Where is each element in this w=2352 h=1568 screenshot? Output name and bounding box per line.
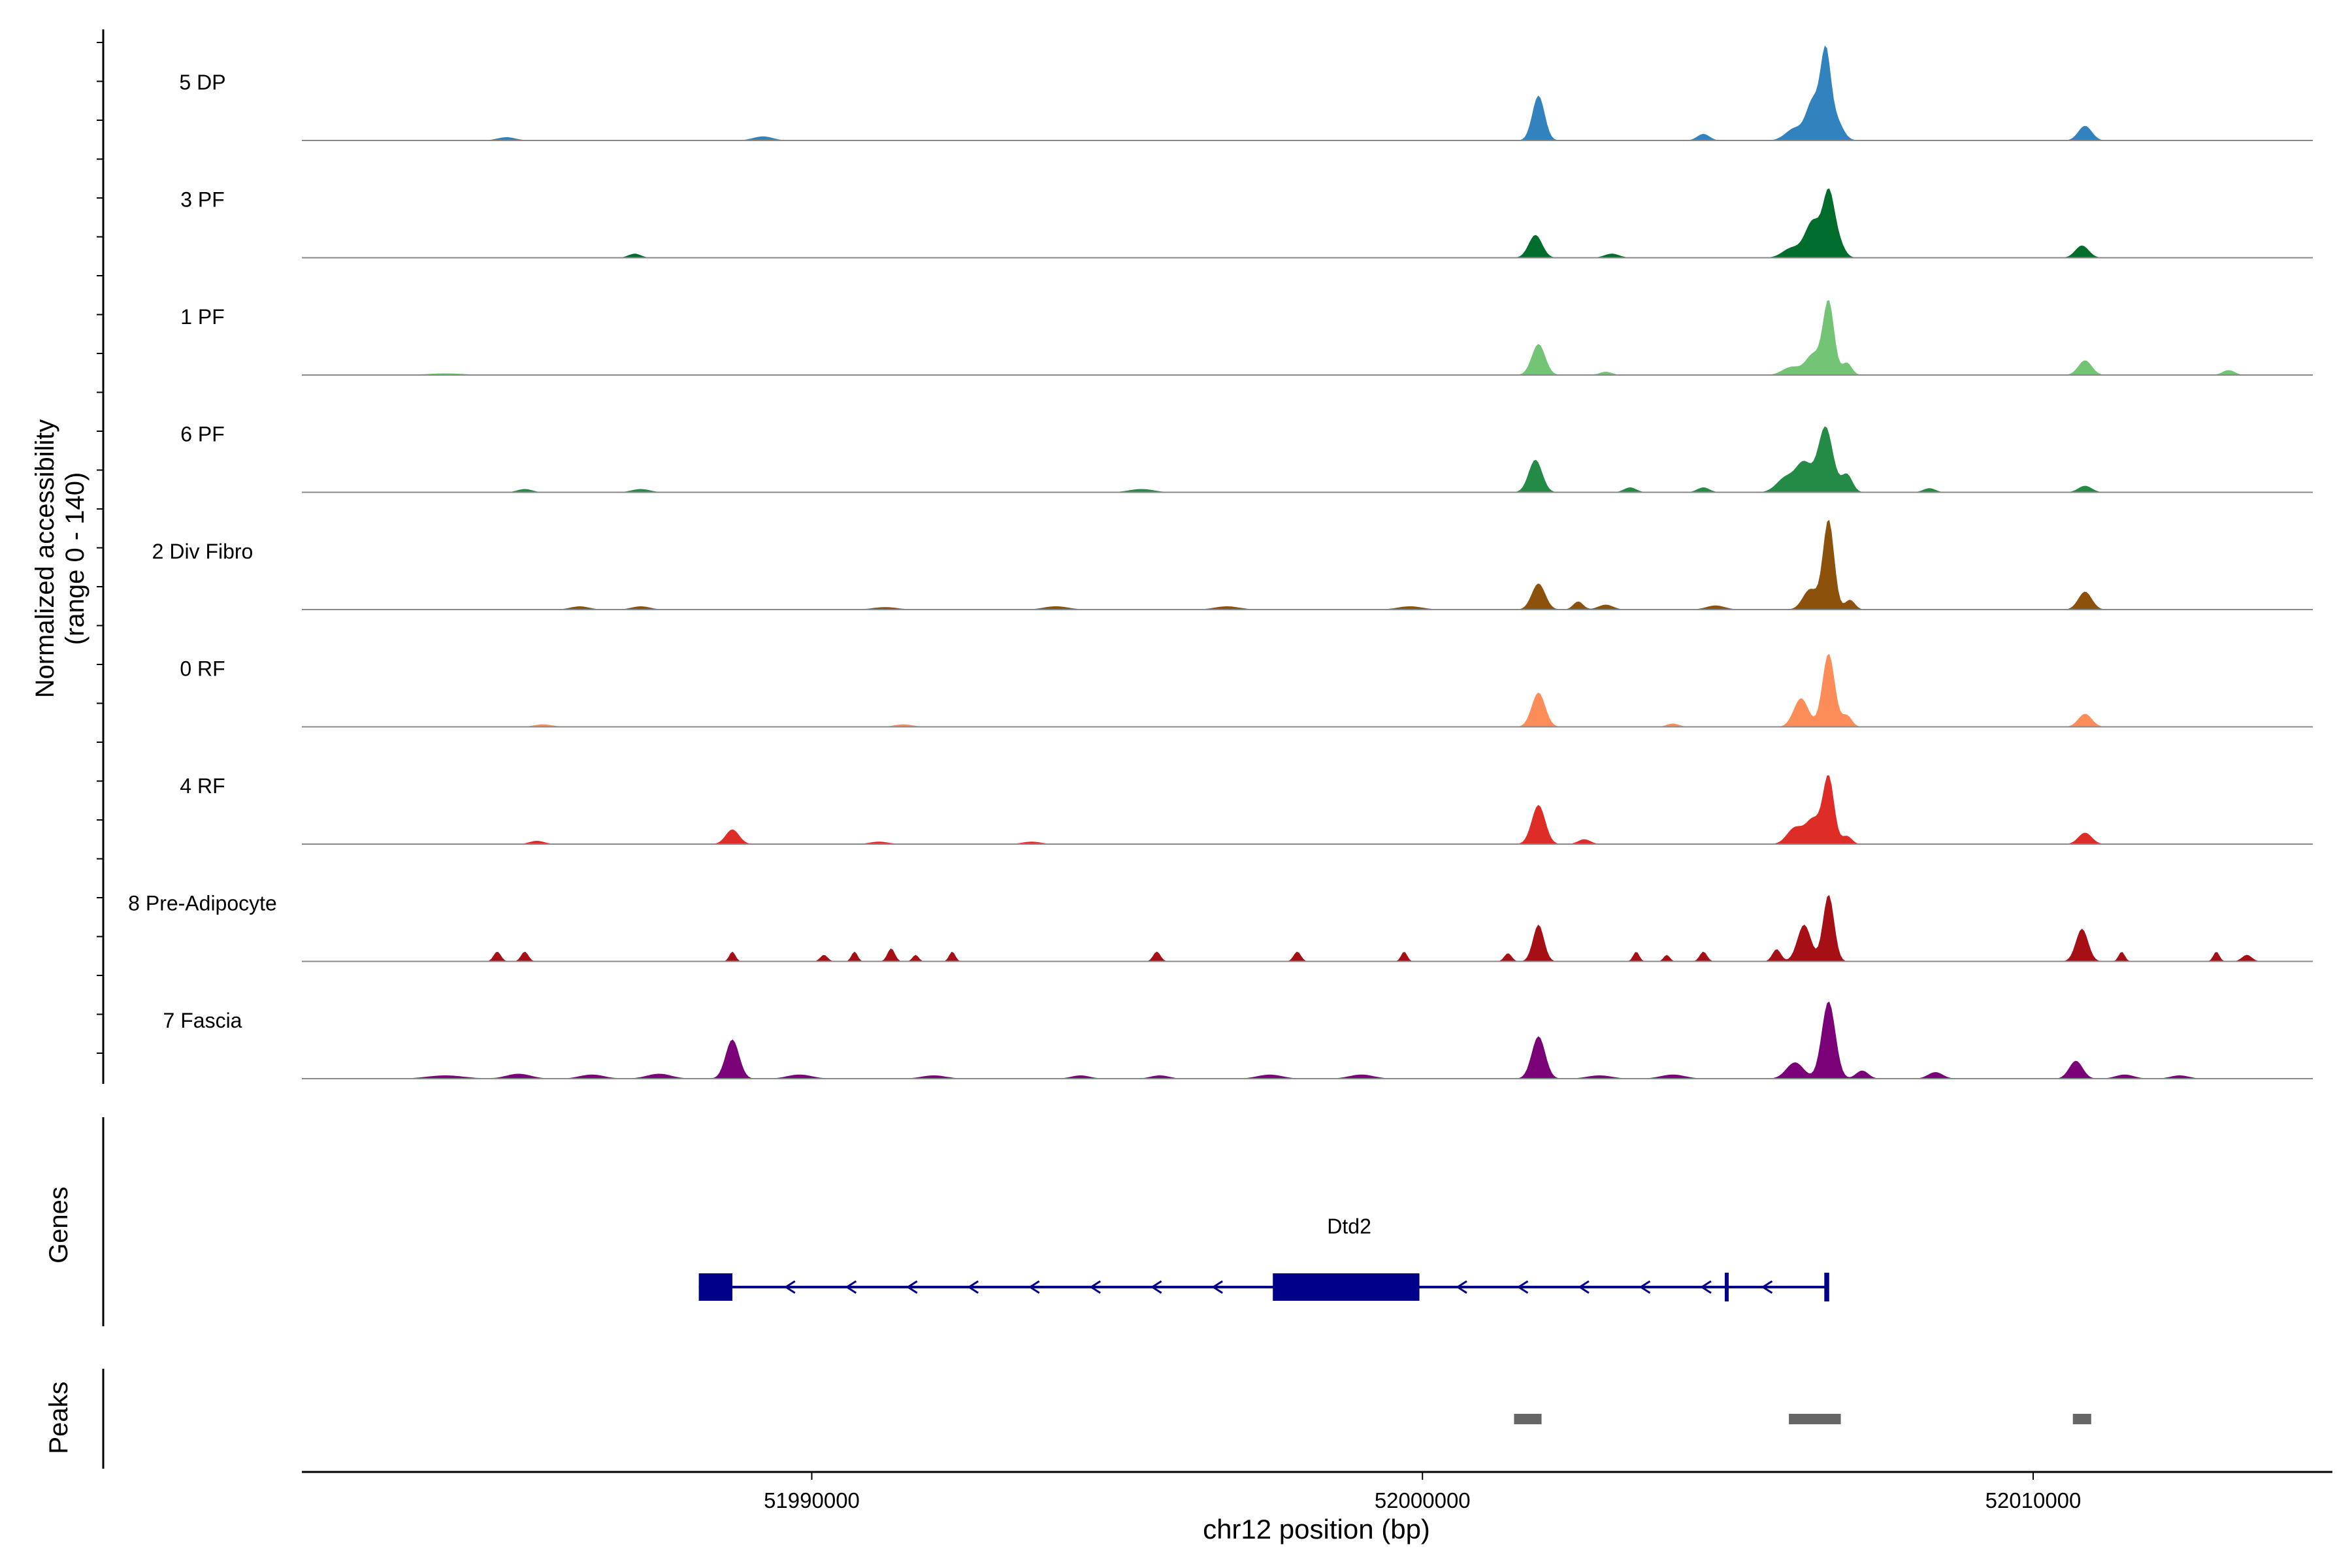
y-axis-label-sub: (range 0 - 140) — [61, 472, 90, 645]
strand-arrow — [784, 1280, 796, 1294]
track-2-div-fibro: 2 Div Fibro — [152, 519, 2332, 610]
track-label: 3 PF — [180, 188, 225, 212]
coverage-area — [302, 775, 2332, 844]
strand-arrow — [845, 1280, 857, 1294]
genes-axis-label: Genes — [44, 1186, 73, 1264]
coverage-area — [302, 426, 2332, 493]
track-5-dp: 5 DP — [179, 45, 2332, 141]
track-7-fascia: 7 Fascia — [163, 1001, 2332, 1079]
track-3-pf: 3 PF — [180, 188, 2332, 259]
strand-arrow — [906, 1280, 918, 1294]
strand-arrow — [1516, 1280, 1529, 1294]
track-label: 5 DP — [179, 71, 225, 94]
coverage-area — [302, 45, 2332, 140]
axes: 51990000 52000000 52010000 — [97, 29, 2332, 1512]
coverage-area — [302, 188, 2332, 258]
coverage-area — [302, 300, 2332, 375]
strand-arrow — [967, 1280, 979, 1294]
accessibility-tracks: 5 DP 3 PF 1 PF 6 PF 2 Div Fibro 0 RF 4 RF 8 Pre… — [128, 45, 2332, 1079]
coverage-area — [302, 519, 2332, 610]
gene-exon — [1824, 1273, 1829, 1301]
strand-arrow — [1211, 1280, 1223, 1294]
peak-region — [2072, 1414, 2091, 1424]
track-label: 6 PF — [180, 423, 225, 446]
y-axis-label-main: Normalized accessibility — [31, 419, 59, 698]
coverage-area — [302, 894, 2332, 962]
track-1-pf: 1 PF — [180, 300, 2332, 376]
strand-arrow — [1150, 1280, 1162, 1294]
x-tick-label: 51990000 — [764, 1488, 860, 1512]
strand-arrow — [1028, 1280, 1040, 1294]
gene-exon — [698, 1273, 732, 1301]
track-label: 0 RF — [180, 657, 225, 681]
track-4-rf: 4 RF — [180, 774, 2332, 845]
peaks-axis-label: Peaks — [44, 1381, 73, 1454]
strand-arrow — [1639, 1280, 1651, 1294]
strand-arrow — [1700, 1280, 1712, 1294]
track-6-pf: 6 PF — [180, 423, 2332, 493]
coverage-area — [302, 1001, 2332, 1079]
gene-exon — [1724, 1273, 1729, 1301]
x-tick-label: 52000000 — [1375, 1488, 1471, 1512]
genes-track: Dtd2 — [698, 1215, 1829, 1301]
peaks-track — [1514, 1414, 2091, 1424]
x-tick-label: 52010000 — [1985, 1488, 2082, 1512]
strand-arrow — [1761, 1280, 1773, 1294]
peak-region — [1789, 1414, 1841, 1424]
strand-arrow — [1089, 1280, 1101, 1294]
track-label: 1 PF — [180, 305, 225, 329]
track-label: 4 RF — [180, 774, 225, 798]
strand-arrow — [1578, 1280, 1590, 1294]
gene-exon — [1273, 1273, 1420, 1301]
x-axis-label: chr12 position (bp) — [1203, 1514, 1430, 1544]
peak-region — [1514, 1414, 1542, 1424]
track-label: 8 Pre-Adipocyte — [128, 892, 277, 915]
strand-arrow — [1456, 1280, 1467, 1294]
track-label: 7 Fascia — [163, 1009, 242, 1032]
coverage-area — [302, 653, 2332, 727]
track-0-rf: 0 RF — [180, 653, 2332, 728]
track-label: 2 Div Fibro — [152, 540, 253, 563]
track-8-pre-adipocyte: 8 Pre-Adipocyte — [128, 892, 2332, 962]
gene-name: Dtd2 — [1327, 1215, 1371, 1238]
